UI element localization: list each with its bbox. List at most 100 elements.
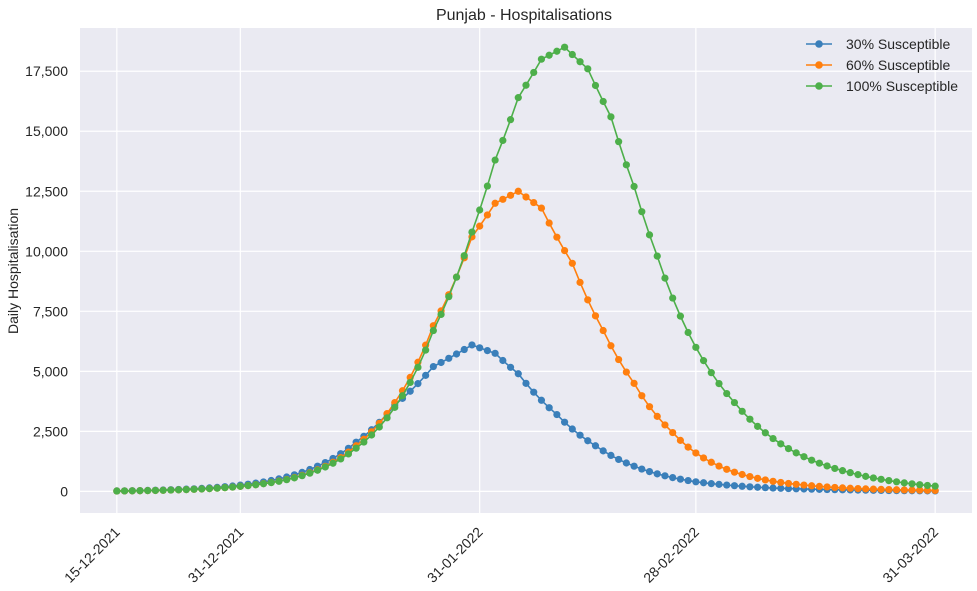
data-point (221, 484, 229, 492)
data-point (699, 454, 708, 462)
data-point (375, 423, 383, 431)
data-point (568, 259, 576, 267)
data-point (545, 51, 553, 59)
data-point (877, 475, 885, 483)
data-point (699, 479, 708, 487)
y-tick-label: 10,000 (25, 243, 68, 259)
data-point (537, 55, 546, 63)
data-point (167, 486, 175, 494)
data-point (252, 481, 260, 489)
data-point (838, 467, 847, 475)
data-point (669, 294, 677, 302)
data-point (676, 475, 685, 483)
data-point (846, 484, 854, 492)
data-point (499, 195, 507, 203)
legend-label: 60% Susceptible (846, 57, 951, 73)
data-point (808, 456, 816, 464)
data-point (476, 206, 484, 214)
data-point (931, 482, 939, 490)
data-point (869, 474, 878, 482)
data-point (491, 199, 499, 207)
data-point (761, 476, 769, 484)
legend: 30% Susceptible 60% Susceptible 100% Susce… (806, 36, 958, 94)
legend-item: 100% Susceptible (806, 78, 958, 94)
data-point (815, 459, 823, 467)
data-point (730, 398, 739, 407)
data-point (738, 470, 746, 479)
data-point (645, 467, 654, 476)
data-point (337, 455, 345, 463)
data-point (205, 485, 214, 493)
y-axis-label: Daily Hospitalisation (5, 208, 21, 334)
data-point (406, 378, 414, 387)
data-point (406, 387, 414, 395)
y-tick-label: 7,500 (33, 303, 68, 319)
x-axis: 15-12-2021 31-12-2021 31-01-2022 28-02-2022… (61, 524, 941, 586)
data-point (476, 222, 484, 230)
data-point (283, 476, 291, 484)
data-point (506, 191, 515, 199)
data-point (777, 484, 785, 492)
data-point (784, 479, 793, 488)
data-point (638, 465, 646, 473)
data-point (491, 156, 499, 164)
data-point (522, 193, 530, 201)
data-point (182, 486, 190, 494)
data-point (754, 474, 762, 482)
data-point (198, 485, 206, 493)
data-point (267, 479, 275, 487)
data-point (892, 478, 901, 486)
data-point (908, 486, 916, 494)
data-point (676, 436, 685, 444)
data-point (483, 211, 491, 219)
data-point (584, 437, 592, 445)
data-point (159, 486, 167, 494)
data-point (622, 368, 630, 376)
data-point (692, 343, 700, 351)
data-point (715, 380, 723, 388)
data-point (738, 407, 746, 415)
data-point (607, 342, 615, 350)
data-point (715, 462, 723, 470)
data-point (591, 81, 600, 90)
data-point (723, 481, 731, 489)
data-point (429, 362, 437, 371)
x-tick-label: 31-12-2021 (185, 524, 247, 586)
data-point (831, 483, 839, 492)
data-point (506, 116, 515, 124)
data-point (452, 350, 461, 358)
data-point (174, 486, 183, 494)
data-point (136, 487, 144, 495)
data-point (784, 444, 793, 453)
data-point (313, 466, 322, 474)
data-point (537, 204, 546, 212)
data-point (746, 483, 754, 491)
data-point (615, 455, 623, 464)
data-point (615, 138, 623, 146)
data-point (568, 425, 576, 433)
data-point (445, 354, 453, 362)
data-point (144, 487, 152, 495)
data-point (460, 252, 468, 260)
data-point (545, 219, 553, 227)
data-point (653, 412, 661, 420)
data-point (290, 474, 298, 482)
grid (80, 28, 972, 513)
data-point (530, 388, 538, 396)
y-tick-label: 5,000 (33, 363, 68, 379)
data-point (120, 487, 129, 495)
data-point (576, 58, 584, 66)
data-point (591, 442, 600, 450)
data-point (669, 474, 677, 482)
data-point (831, 464, 839, 473)
data-point (916, 486, 924, 494)
data-point (321, 463, 329, 471)
legend-label: 30% Susceptible (846, 36, 951, 52)
x-tick-label: 28-02-2022 (640, 524, 702, 586)
y-tick-label: 2,500 (33, 423, 68, 439)
data-point (561, 246, 569, 255)
data-point (854, 471, 862, 479)
data-point (506, 363, 515, 371)
data-point (669, 428, 677, 437)
